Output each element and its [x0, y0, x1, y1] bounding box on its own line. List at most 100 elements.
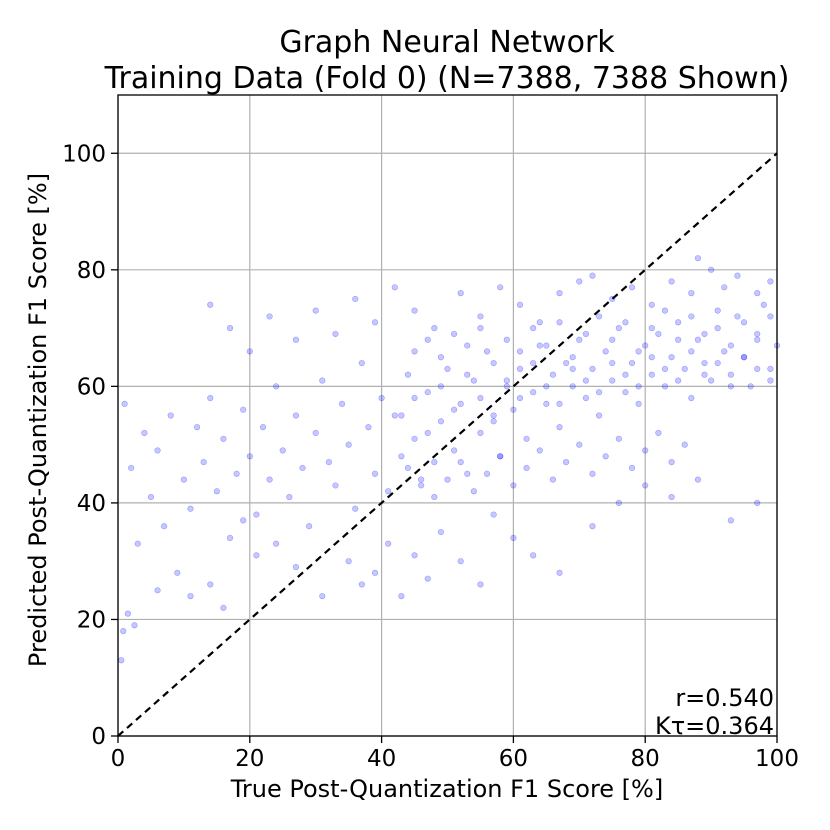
y-tick-label: 40	[77, 491, 106, 517]
scatter-point	[371, 319, 379, 326]
scatter-point	[760, 301, 767, 308]
scatter-point	[563, 359, 570, 367]
scatter-point	[595, 389, 603, 396]
scatter-point	[120, 628, 127, 635]
scatter-point	[431, 324, 438, 332]
scatter-point	[582, 330, 589, 338]
scatter-point	[266, 476, 273, 483]
scatter-point	[457, 400, 464, 407]
scatter-point	[668, 354, 675, 361]
scatter-point	[721, 284, 728, 291]
scatter-point	[464, 371, 471, 378]
scatter-point	[740, 354, 748, 361]
plot-frame	[117, 94, 778, 737]
scatter-point	[510, 534, 517, 541]
scatter-point	[490, 359, 497, 367]
scatter-point	[207, 394, 214, 402]
scatter-point	[530, 324, 537, 332]
scatter-point	[556, 569, 563, 576]
scatter-point	[602, 453, 609, 460]
scatter-point	[721, 348, 728, 355]
scatter-point	[622, 371, 629, 378]
scatter-point	[569, 354, 576, 361]
scatter-point	[292, 336, 300, 343]
scatter-point	[589, 272, 596, 279]
x-tick-label: 60	[499, 746, 528, 772]
scatter-point	[609, 377, 616, 384]
scatter-point	[450, 447, 458, 454]
scatter-point	[740, 354, 748, 361]
scatter-point	[767, 313, 774, 320]
scatter-point	[378, 394, 385, 402]
scatter-point	[628, 464, 636, 472]
scatter-point	[319, 593, 326, 600]
scatter-point	[543, 342, 550, 349]
scatter-point	[411, 394, 418, 402]
scatter-point	[411, 348, 418, 355]
scatter-point	[444, 365, 451, 372]
scatter-point	[121, 400, 128, 407]
scatter-point	[418, 476, 425, 483]
scatter-point	[655, 330, 662, 338]
scatter-point	[714, 324, 721, 332]
scatter-point	[628, 359, 636, 367]
scatter-point	[286, 493, 293, 501]
scatter-point	[727, 383, 734, 390]
scatter-point	[615, 324, 622, 332]
scatter-point	[424, 575, 431, 582]
identity-diagonal-line	[117, 152, 778, 737]
scatter-point	[497, 453, 504, 460]
scatter-point	[391, 412, 398, 419]
scatter-point	[398, 593, 405, 600]
chart-subtitle: Training Data (Fold 0) (N=7388, 7388 Sho…	[104, 61, 790, 96]
scatter-point	[266, 313, 273, 320]
scatter-point	[516, 365, 524, 372]
chart-title: Graph Neural Network	[279, 25, 615, 60]
scatter-point	[556, 319, 563, 326]
scatter-point	[648, 301, 655, 308]
scatter-point	[569, 383, 576, 390]
x-tick-label: 100	[755, 746, 799, 772]
scatter-point	[694, 476, 702, 483]
scatter-point	[312, 307, 319, 314]
scatter-point	[477, 324, 484, 332]
scatter-point	[437, 418, 445, 425]
scatter-point	[404, 464, 412, 472]
scatter-point	[240, 517, 247, 524]
scatter-point	[464, 342, 471, 349]
scatter-point	[576, 441, 583, 448]
scatter-point	[358, 359, 365, 367]
scatter-point	[530, 359, 537, 367]
scatter-point	[385, 540, 392, 547]
scatter-point	[457, 290, 464, 297]
scatter-point	[642, 482, 649, 489]
scatter-point	[694, 336, 702, 343]
scatter-point	[273, 540, 280, 547]
scatter-point	[530, 552, 537, 559]
scatter-point	[128, 464, 135, 472]
scatter-point	[635, 400, 642, 407]
scatter-point	[424, 429, 431, 437]
scatter-point	[523, 464, 530, 472]
scatter-point	[648, 324, 655, 332]
x-tick-label: 20	[235, 746, 264, 772]
y-tick-label: 20	[77, 607, 106, 633]
scatter-point	[582, 394, 589, 402]
scatter-point	[312, 429, 319, 437]
scatter-point	[345, 558, 352, 565]
scatter-point	[503, 383, 510, 390]
scatter-point	[727, 342, 734, 349]
scatter-point	[437, 528, 445, 536]
scatter-point	[187, 505, 194, 512]
scatter-point	[675, 319, 682, 326]
scatter-point	[543, 383, 550, 390]
correlation-annotation: r=0.540	[675, 684, 774, 712]
scatter-point	[563, 459, 570, 466]
scatter-point	[477, 394, 484, 402]
scatter-point	[536, 447, 543, 454]
scatter-point	[253, 552, 260, 559]
scatter-point	[306, 523, 313, 530]
x-axis-label: True Post-Quantization F1 Score [%]	[230, 775, 663, 803]
scatter-point	[319, 377, 326, 384]
